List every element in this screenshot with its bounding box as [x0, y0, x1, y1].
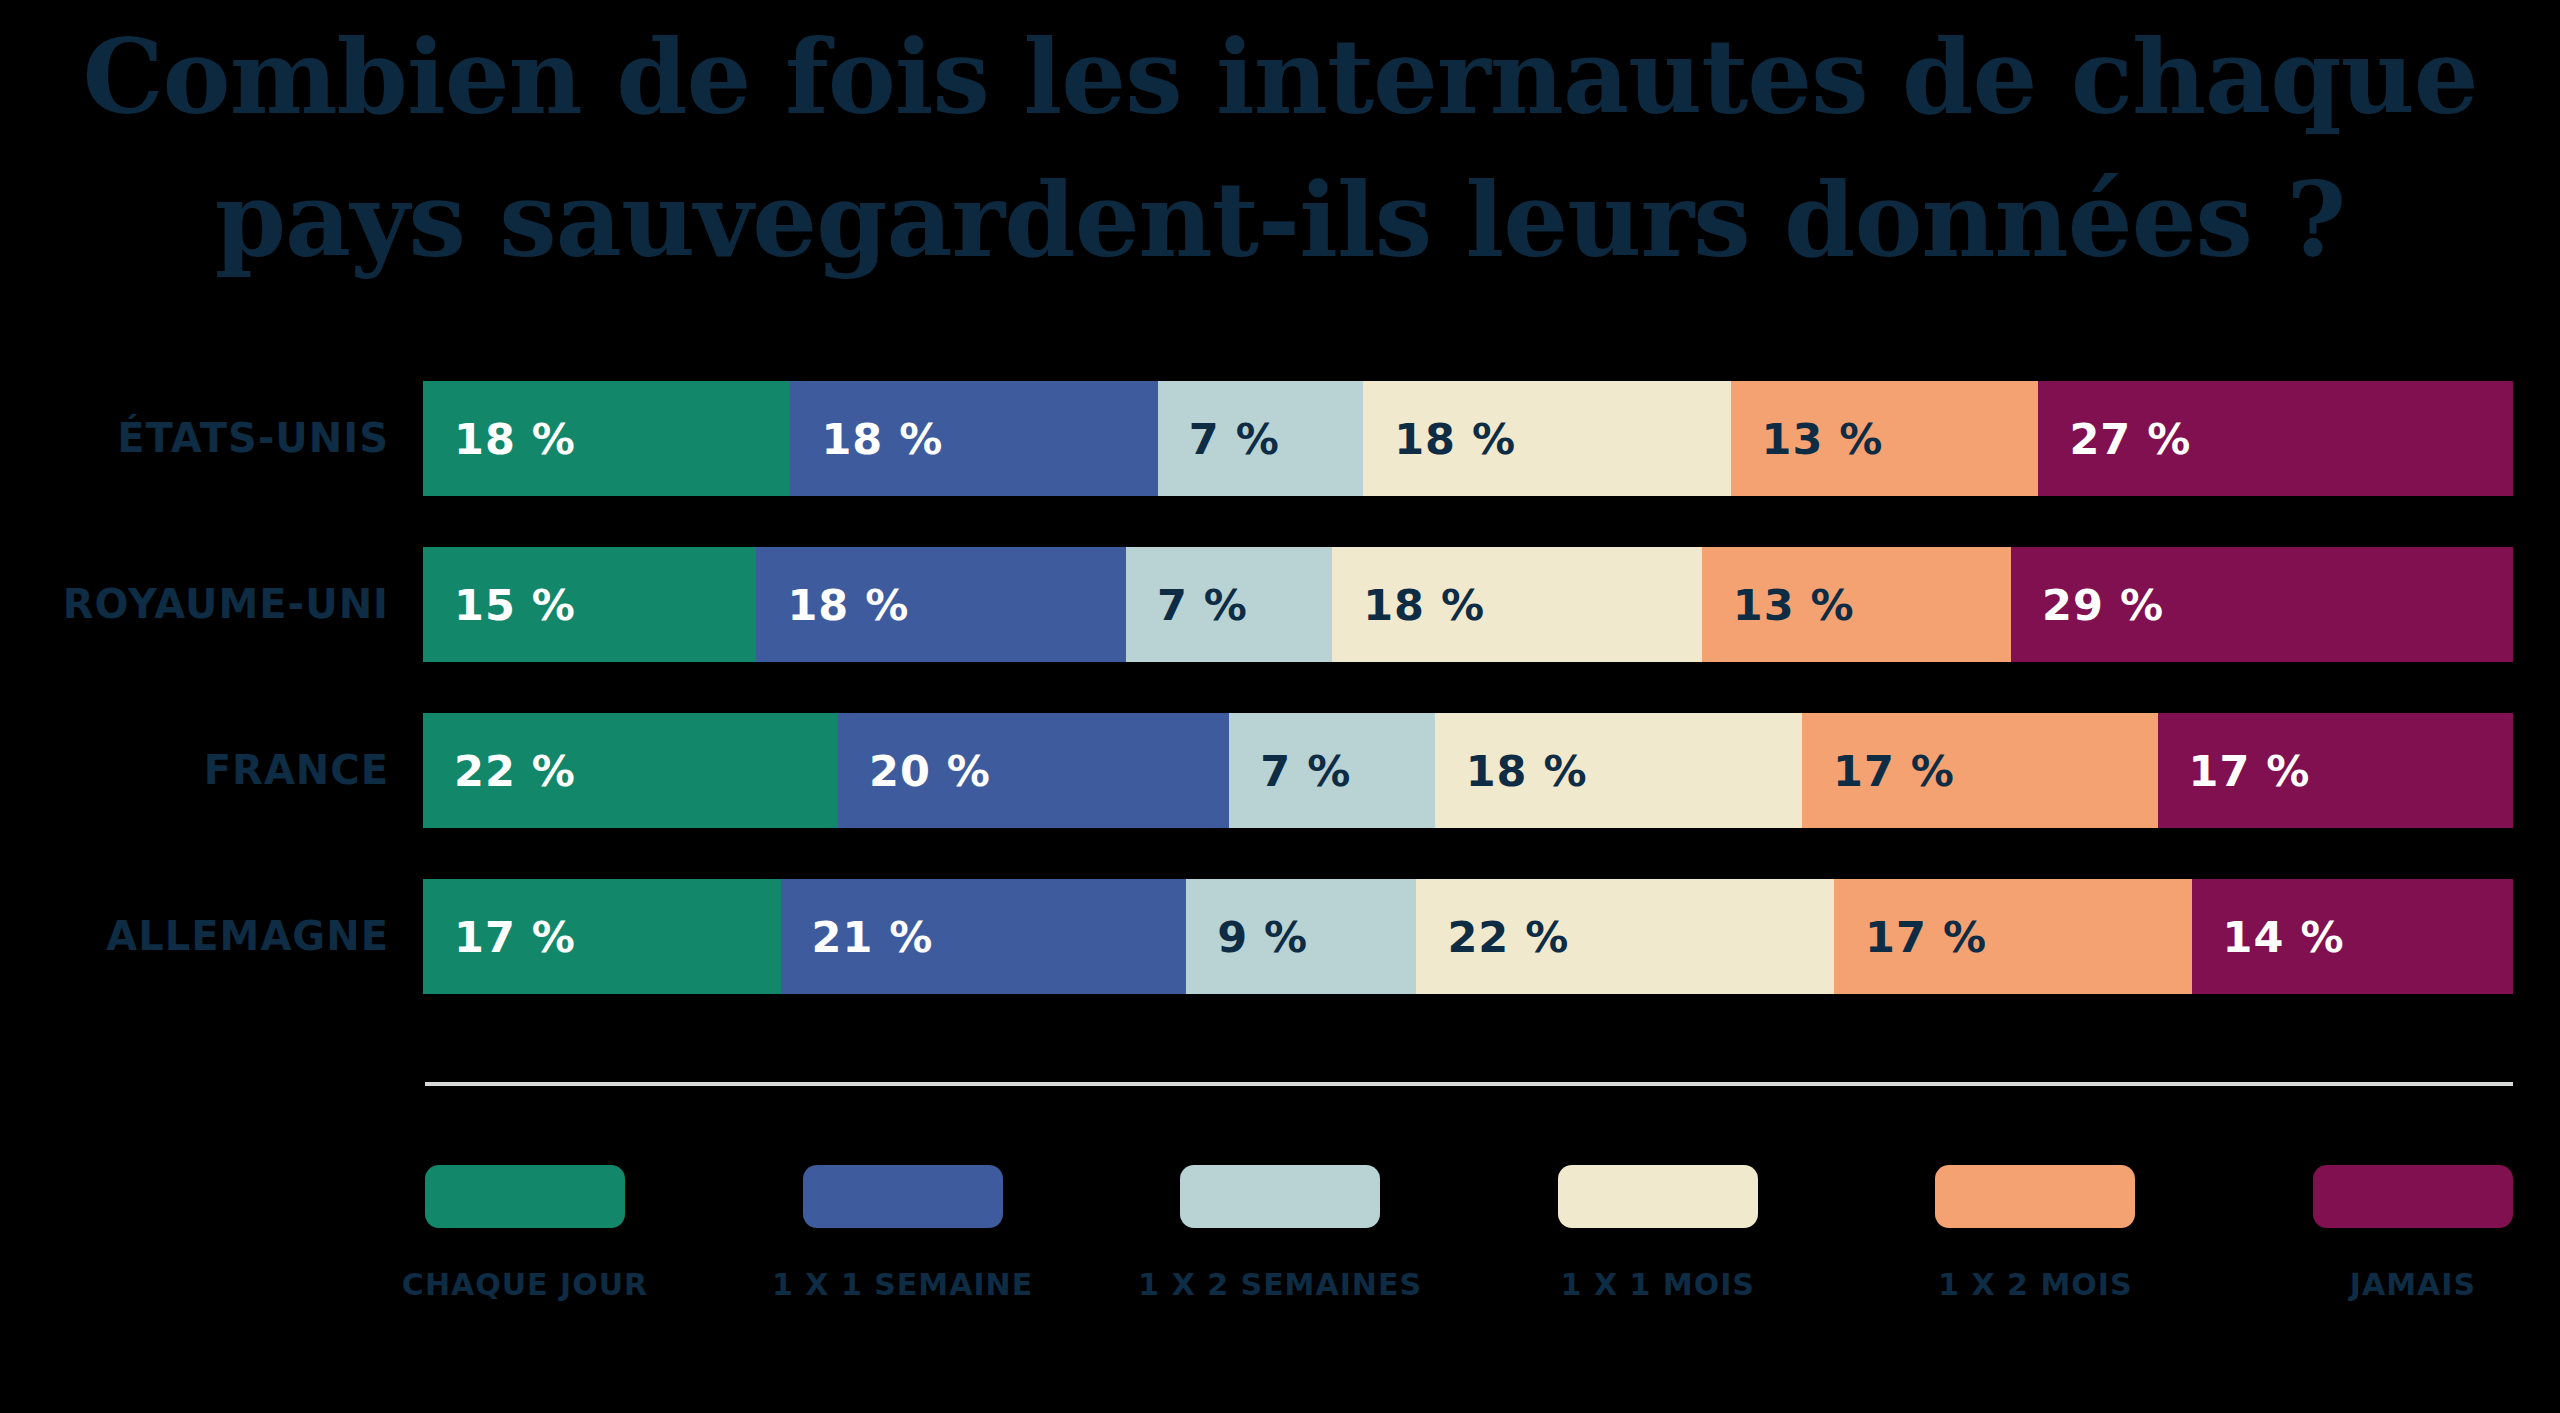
bar-segment: 21 %: [781, 879, 1187, 994]
legend-label: 1 X 1 MOIS: [1561, 1267, 1755, 1302]
bar-segment: 14 %: [2192, 879, 2513, 994]
chart-title-line-2: pays sauvegardent-ils leurs données ?: [215, 160, 2346, 280]
legend-swatch: [1935, 1165, 2135, 1228]
bar-segment: 22 %: [1416, 879, 1834, 994]
chart-title-line-1: Combien de fois les internautes de chaqu…: [82, 17, 2477, 137]
country-label: ALLEMAGNE: [0, 879, 389, 994]
legend-swatch: [1558, 1165, 1758, 1228]
bar-segment: 15 %: [423, 547, 756, 662]
bar-segment: 29 %: [2011, 547, 2513, 662]
legend-label: 1 X 2 MOIS: [1938, 1267, 2132, 1302]
legend-item: 1 X 1 MOIS: [1558, 1165, 1758, 1302]
bar-segment: 18 %: [756, 547, 1126, 662]
country-row: ROYAUME-UNI15 %18 %7 %18 %13 %29 %: [0, 547, 2513, 662]
legend-item: 1 X 2 SEMAINES: [1180, 1165, 1380, 1302]
legend-swatch: [2313, 1165, 2513, 1228]
bar-segment: 18 %: [1435, 713, 1802, 828]
country-label: ÉTATS-UNIS: [0, 381, 389, 496]
country-row: FRANCE22 %20 %7 %18 %17 %17 %: [0, 713, 2513, 828]
bar-segment: 18 %: [1363, 381, 1730, 496]
bar-segment: 13 %: [1731, 381, 2039, 496]
bar-segment: 17 %: [1802, 713, 2157, 828]
stacked-bar: 22 %20 %7 %18 %17 %17 %: [423, 713, 2513, 828]
bar-segment: 7 %: [1158, 381, 1363, 496]
bar-segment: 17 %: [423, 879, 781, 994]
stacked-bar: 18 %18 %7 %18 %13 %27 %: [423, 381, 2513, 496]
bar-segment: 17 %: [1834, 879, 2192, 994]
stacked-bar: 15 %18 %7 %18 %13 %29 %: [423, 547, 2513, 662]
legend-label: 1 X 2 SEMAINES: [1138, 1267, 1422, 1302]
legend-item: CHAQUE JOUR: [425, 1165, 625, 1302]
bar-segment: 18 %: [423, 381, 790, 496]
bar-segment: 27 %: [2038, 381, 2513, 496]
bar-segment: 7 %: [1126, 547, 1332, 662]
legend-label: 1 X 1 SEMAINE: [772, 1267, 1033, 1302]
country-label: FRANCE: [0, 713, 389, 828]
bars-area: ÉTATS-UNIS18 %18 %7 %18 %13 %27 %ROYAUME…: [0, 381, 2513, 1045]
bar-segment: 22 %: [423, 713, 838, 828]
chart-title: Combien de fois les internautes de chaqu…: [0, 6, 2560, 292]
legend-swatch: [803, 1165, 1003, 1228]
bar-segment: 18 %: [790, 381, 1157, 496]
bar-segment: 13 %: [1702, 547, 2011, 662]
infographic-canvas: Combien de fois les internautes de chaqu…: [0, 0, 2560, 1413]
stacked-bar: 17 %21 %9 %22 %17 %14 %: [423, 879, 2513, 994]
legend-item: 1 X 2 MOIS: [1935, 1165, 2135, 1302]
bar-segment: 7 %: [1229, 713, 1434, 828]
legend-item: 1 X 1 SEMAINE: [803, 1165, 1003, 1302]
country-row: ALLEMAGNE17 %21 %9 %22 %17 %14 %: [0, 879, 2513, 994]
bar-segment: 20 %: [838, 713, 1229, 828]
legend-item: JAMAIS: [2313, 1165, 2513, 1302]
legend-divider: [425, 1082, 2513, 1086]
legend: CHAQUE JOUR1 X 1 SEMAINE1 X 2 SEMAINES1 …: [425, 1165, 2513, 1302]
bar-segment: 17 %: [2158, 713, 2513, 828]
legend-label: JAMAIS: [2350, 1267, 2476, 1302]
bar-segment: 9 %: [1186, 879, 1416, 994]
bar-segment: 18 %: [1332, 547, 1702, 662]
country-row: ÉTATS-UNIS18 %18 %7 %18 %13 %27 %: [0, 381, 2513, 496]
legend-swatch: [1180, 1165, 1380, 1228]
country-label: ROYAUME-UNI: [0, 547, 389, 662]
legend-swatch: [425, 1165, 625, 1228]
legend-label: CHAQUE JOUR: [402, 1267, 648, 1302]
